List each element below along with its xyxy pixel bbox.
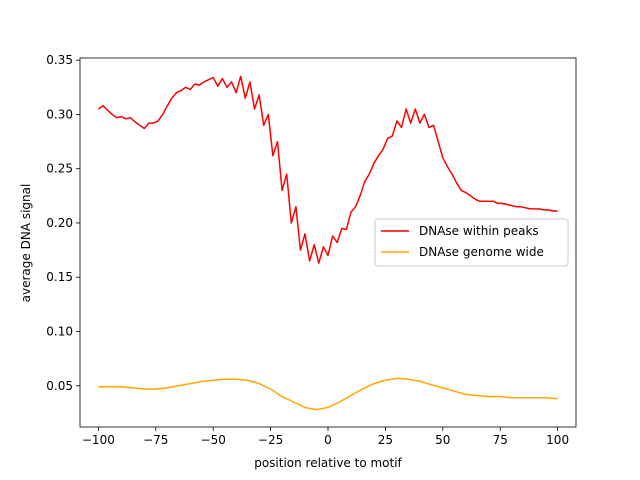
x-tick-label: 75 [493, 433, 508, 447]
series-layer [97, 75, 558, 411]
x-tick-label: −100 [82, 433, 115, 447]
y-tick-label: 0.20 [46, 216, 73, 230]
series-line-1 [97, 75, 558, 264]
x-tick-label: 25 [378, 433, 393, 447]
y-tick-label: 0.30 [46, 107, 73, 121]
x-tick-label: −25 [258, 433, 283, 447]
y-tick-label: 0.25 [46, 162, 73, 176]
y-axis: 0.05 0.10 0.15 0.20 0.25 0.30 0.35 [46, 53, 80, 393]
x-tick-label: 50 [435, 433, 450, 447]
legend-box [374, 218, 569, 267]
legend-label-2: DNAse genome wide [419, 245, 544, 259]
x-axis: −100 −75 −50 −25 0 25 50 75 100 [82, 427, 569, 447]
y-axis-label: average DNA signal [19, 184, 33, 303]
x-axis-label: position relative to motif [254, 456, 402, 470]
legend-label-1: DNAse within peaks [419, 224, 539, 238]
series-line-2 [98, 377, 558, 411]
y-tick-label: 0.05 [46, 379, 73, 393]
legend: DNAse within peaks DNAse genome wide [374, 218, 569, 267]
x-tick-label: 100 [546, 433, 569, 447]
x-tick-label: −50 [201, 433, 226, 447]
x-tick-label: −75 [143, 433, 168, 447]
y-tick-label: 0.10 [46, 324, 73, 338]
x-tick-label: 0 [324, 433, 332, 447]
y-tick-label: 0.15 [46, 270, 73, 284]
y-tick-label: 0.35 [46, 53, 73, 67]
